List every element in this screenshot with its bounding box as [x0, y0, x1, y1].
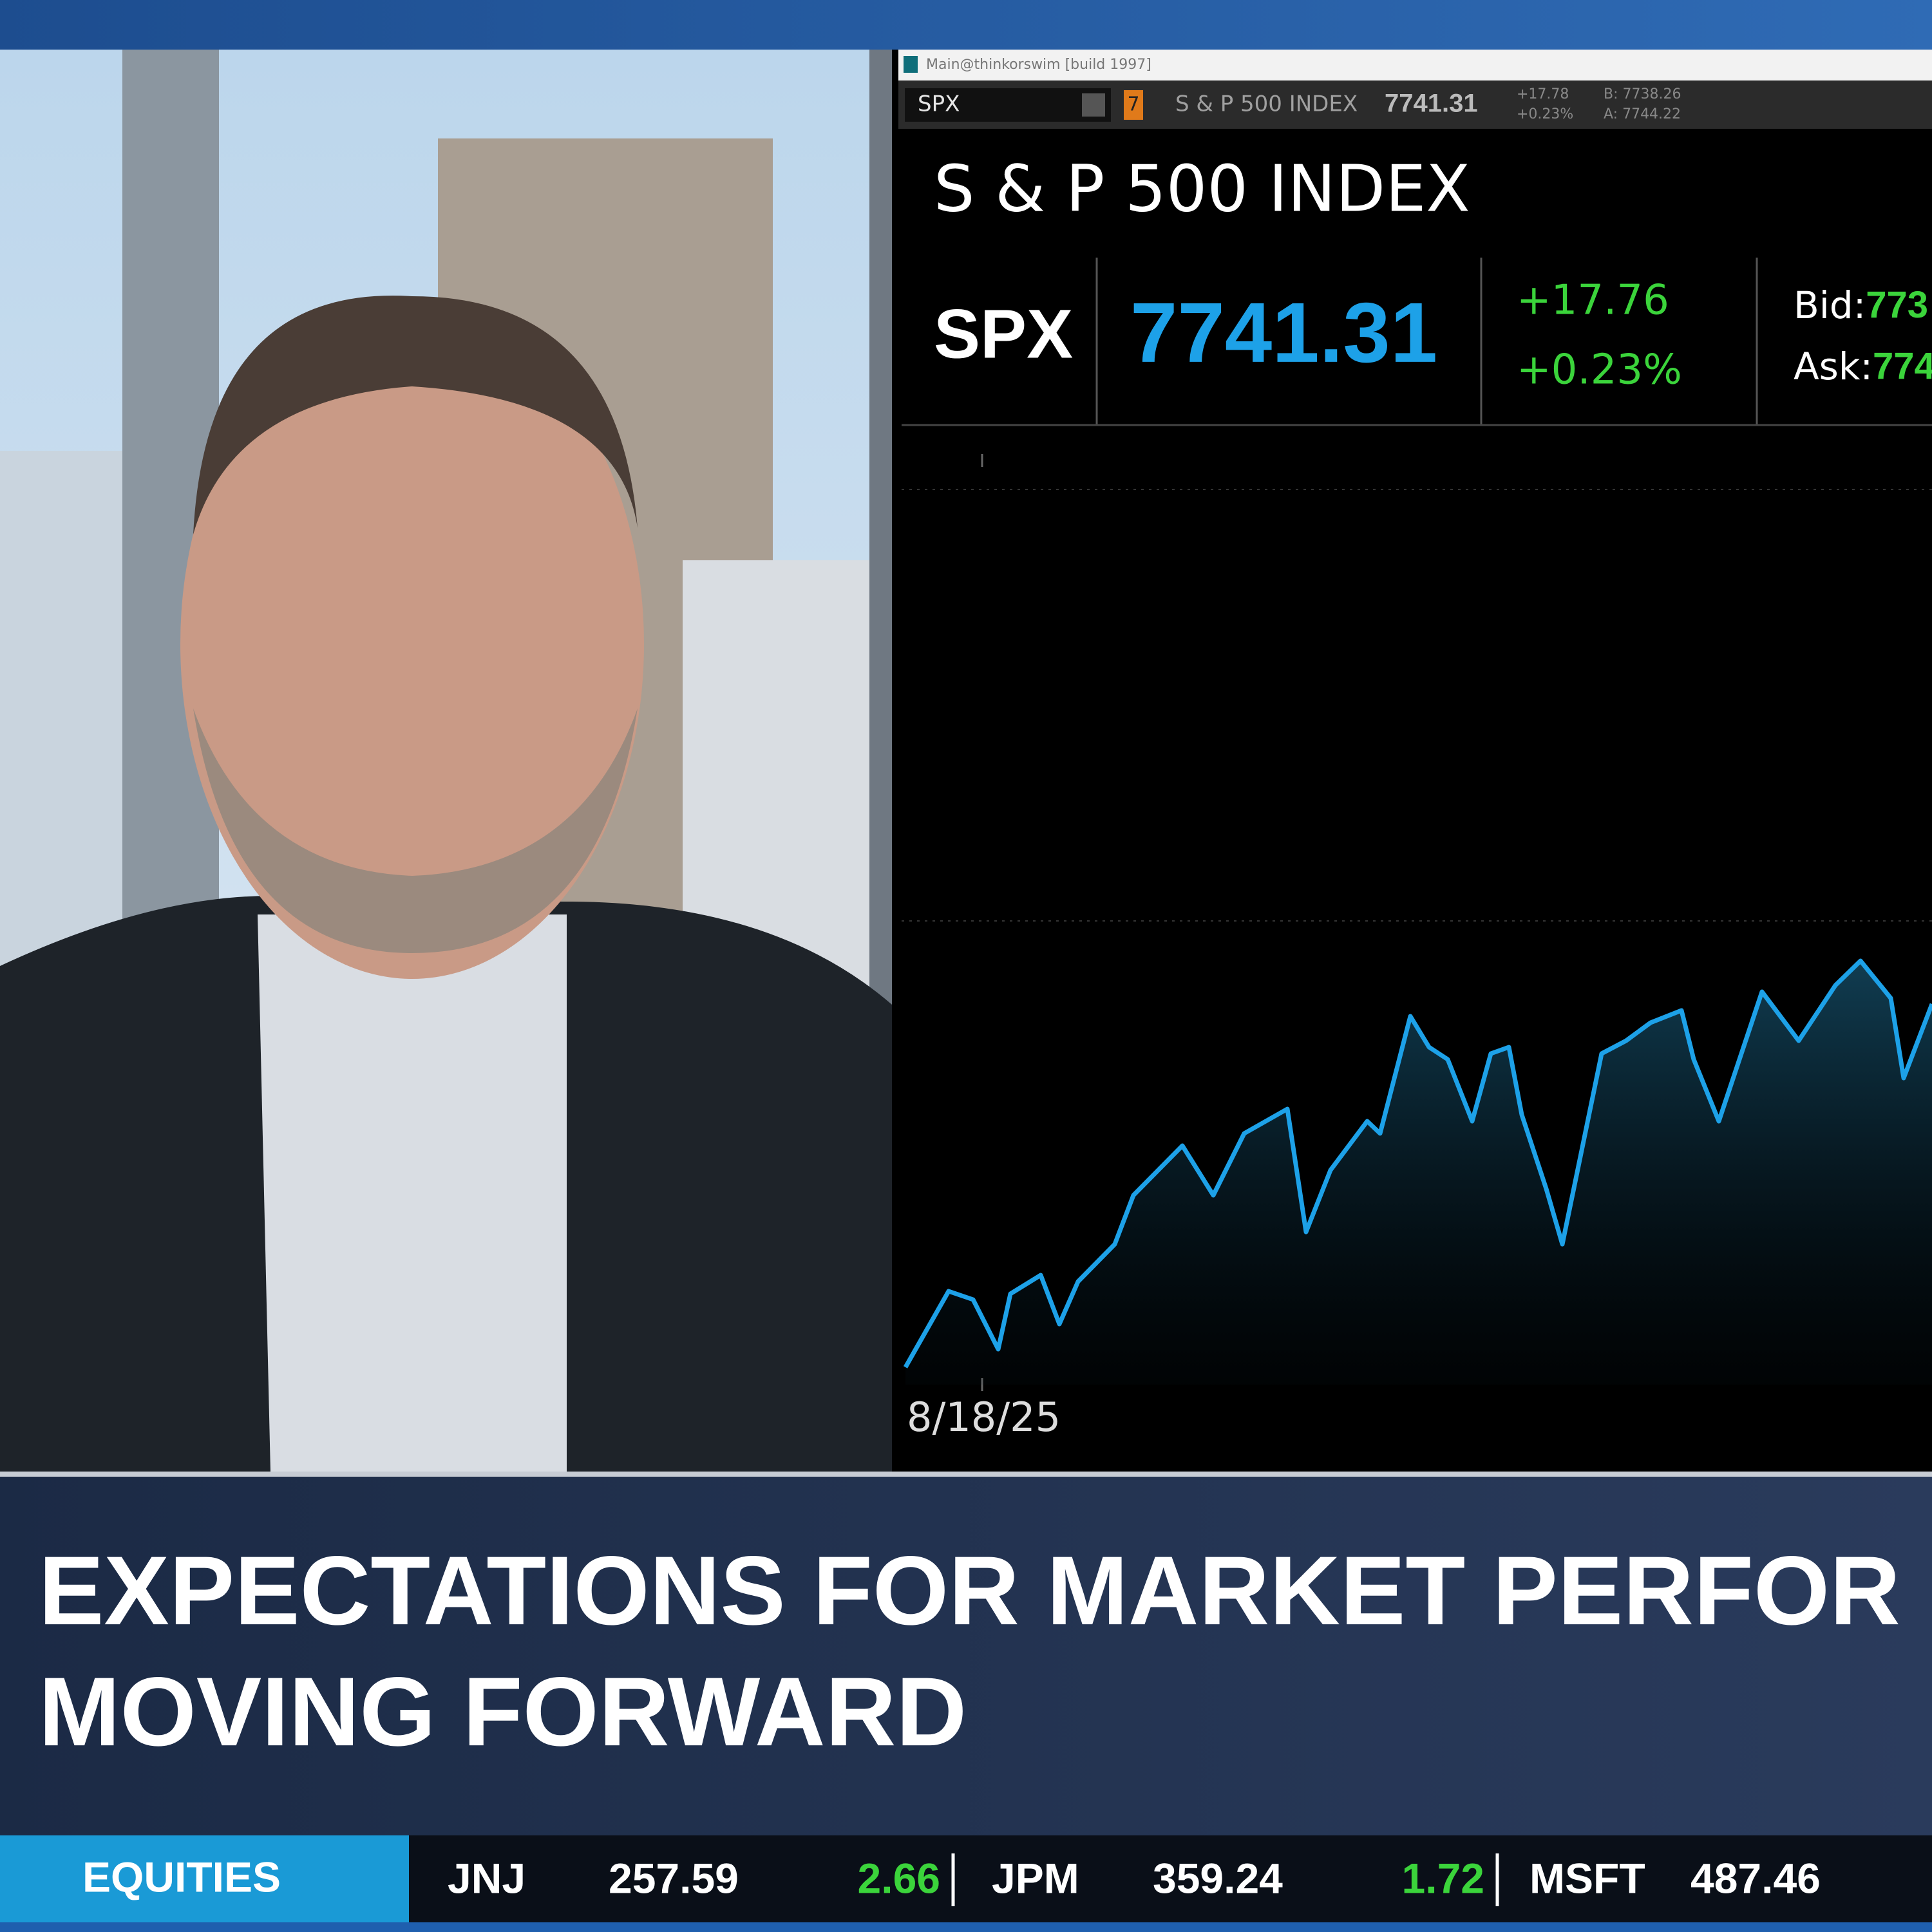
quote-change-pct: +0.23% [1517, 346, 1682, 394]
headline-line: MOVING FORWARD [39, 1657, 967, 1766]
change: +17.78 [1517, 86, 1569, 102]
ticker-price: 487.46 [1690, 1854, 1821, 1902]
ask: A: 7744.22 [1604, 106, 1681, 122]
ask-value: 774 [1873, 345, 1932, 387]
ticker-price: 359.24 [1153, 1854, 1283, 1902]
ticker-section-label: EQUITIES [82, 1853, 281, 1900]
ticker-section [0, 1835, 409, 1922]
quote-symbol: SPX [934, 295, 1073, 373]
bid-label: Bid:773 [1794, 283, 1928, 327]
quote-title: S & P 500 INDEX [934, 151, 1470, 226]
ticker-change: 1.72 [1402, 1854, 1484, 1902]
ticker-symbol: JNJ [448, 1854, 526, 1902]
building [0, 451, 122, 966]
ticker-symbol: MSFT [1530, 1854, 1645, 1902]
bid-label-text: Bid: [1794, 283, 1866, 327]
video-feed [0, 50, 895, 1472]
top-band [0, 0, 1932, 50]
symbol-box[interactable] [905, 88, 1111, 122]
last-price: 7741.31 [1385, 90, 1478, 118]
platform-window: Main@thinkorswim [build 1997] SPX 7 S & … [892, 50, 1932, 1472]
ask-label: Ask:774 [1794, 345, 1932, 388]
shirt [258, 914, 567, 1472]
head [180, 309, 644, 979]
description: S & P 500 INDEX [1175, 91, 1358, 117]
price-line [903, 958, 1932, 1368]
quote-change: +17.76 [1517, 277, 1669, 325]
ask-label-text: Ask: [1794, 345, 1873, 388]
ticker-price: 257.59 [609, 1854, 739, 1902]
bottom-band [0, 1922, 1932, 1932]
link-number: 7 [1127, 93, 1139, 116]
bid-value: 773 [1866, 284, 1928, 326]
link-badge[interactable] [1124, 90, 1143, 120]
lower-third [0, 1477, 1932, 1835]
start-date: 8/18/25 [907, 1394, 1061, 1441]
change-pct: +0.23% [1517, 106, 1573, 122]
quote-last: 7741.31 [1130, 285, 1437, 380]
separator [0, 1472, 1932, 1477]
ticker-change: 2.66 [858, 1854, 940, 1902]
beard [193, 708, 638, 953]
symbol-input[interactable]: SPX [918, 91, 960, 117]
window-title: Main@thinkorswim [build 1997] [926, 57, 1151, 73]
hair [193, 296, 638, 535]
bid: B: 7738.26 [1604, 86, 1681, 102]
price-area [905, 961, 1932, 1385]
app-icon [904, 56, 918, 73]
dropdown[interactable] [1082, 93, 1105, 117]
ticker-symbol: JPM [992, 1854, 1079, 1902]
headline-line: EXPECTATIONS FOR MARKET PERFOR [39, 1536, 1900, 1645]
title-bar [898, 50, 1932, 80]
